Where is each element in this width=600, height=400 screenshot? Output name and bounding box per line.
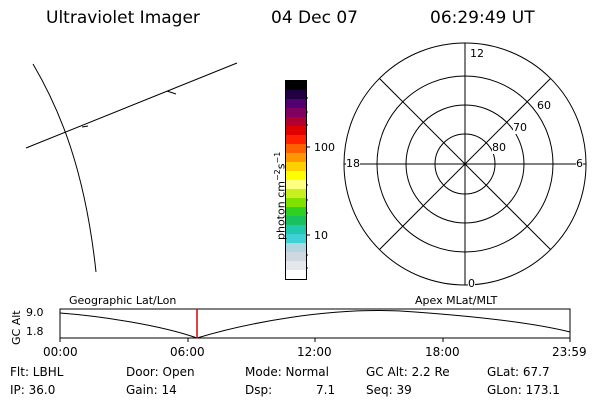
- colorbar-swatch: [286, 252, 306, 261]
- gain-info: Gain: 14: [126, 383, 177, 397]
- glat-info: GLat: 67.7: [487, 365, 550, 379]
- coastline-tick-b: [81, 125, 89, 128]
- colorbar-swatch: [286, 153, 306, 162]
- colorbar-swatch: [286, 207, 306, 216]
- timeline-xtick-1: 06:00: [170, 345, 205, 359]
- colorbar-swatch: [286, 171, 306, 180]
- instrument-title: Ultraviolet Imager: [46, 8, 200, 28]
- colorbar-swatch: [286, 117, 306, 126]
- colorbar-swatch: [286, 216, 306, 225]
- colorbar-swatch: [286, 243, 306, 252]
- colorbar-swatch: [286, 198, 306, 207]
- colorbar-tick-100: 100: [314, 141, 335, 154]
- colorbar-swatch: [286, 270, 306, 279]
- filter-info: Flt: LBHL: [10, 365, 64, 379]
- timeline-right-title: Apex MLat/MLT: [415, 294, 498, 307]
- colorbar-tick-10: 10: [314, 229, 328, 242]
- colorbar-swatch: [286, 162, 306, 171]
- colorbar-swatch: [286, 99, 306, 108]
- coastline-line: [25, 62, 238, 149]
- timeline-xtick-4: 23:59: [552, 345, 587, 359]
- mlt-label-12: 12: [470, 47, 484, 60]
- colorbar-swatch: [286, 144, 306, 153]
- mlat-label-60: 60: [537, 99, 551, 112]
- colorbar-swatch: [286, 234, 306, 243]
- ip-info: IP: 36.0: [10, 383, 56, 397]
- timeline-xtick-2: 12:00: [297, 345, 332, 359]
- colorbar-swatch: [286, 90, 306, 99]
- mlt-label-18: 18: [346, 157, 360, 170]
- colorbar-swatch: [286, 261, 306, 270]
- dsp-value: 7.1: [316, 383, 336, 397]
- colorbar-swatch: [286, 180, 306, 189]
- altitude-curve: [59, 310, 571, 339]
- coastline-tick-a: [166, 90, 177, 95]
- colorbar-swatch: [286, 189, 306, 198]
- seq-info: Seq: 39: [366, 383, 412, 397]
- mlt-label-0: 0: [468, 277, 475, 290]
- mlat-label-80: 80: [492, 141, 506, 154]
- door-info: Door: Open: [126, 365, 195, 379]
- timeline-xtick-0: 00:00: [43, 345, 78, 359]
- dsp-label: Dsp:: [245, 383, 273, 397]
- mlat-label-70: 70: [513, 121, 527, 134]
- colorbar-swatch: [286, 126, 306, 135]
- colorbar: [285, 80, 307, 280]
- glon-info: GLon: 173.1: [487, 383, 560, 397]
- colorbar-swatch: [286, 225, 306, 234]
- colorbar-swatch: [286, 135, 306, 144]
- timeline-left-title: Geographic Lat/Lon: [69, 294, 177, 307]
- timeline-xtick-3: 18:00: [425, 345, 460, 359]
- timeline-ytick-high: 9.0: [26, 306, 44, 319]
- timeline-ytick-low: 1.8: [26, 325, 44, 338]
- gc-alt-info: GC Alt: 2.2 Re: [366, 365, 450, 379]
- mode-info: Mode: Normal: [245, 365, 329, 379]
- date-label: 04 Dec 07: [271, 8, 358, 28]
- colorbar-swatch: [286, 81, 306, 90]
- mlt-label-6: 6: [576, 157, 583, 170]
- coastline-curve: [32, 63, 97, 273]
- time-label: 06:29:49 UT: [430, 8, 535, 28]
- colorbar-swatch: [286, 108, 306, 117]
